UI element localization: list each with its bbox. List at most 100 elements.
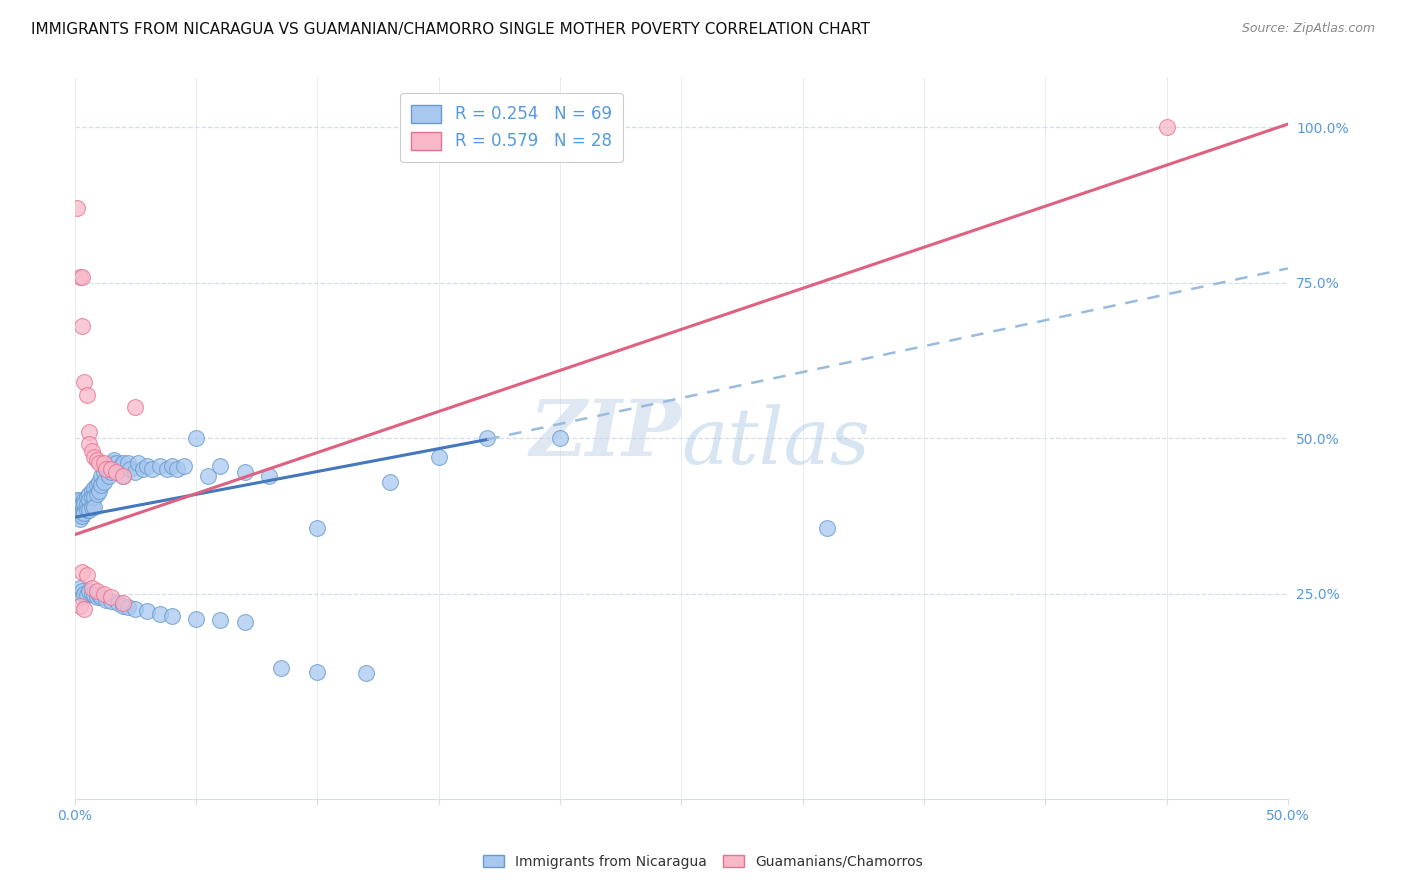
Point [70,269,93,284]
Point [69,512,91,526]
Point [378,475,401,489]
Point [76,497,98,511]
Point [104,456,127,470]
Point [70,497,93,511]
Point [70,583,93,598]
Point [307,665,329,679]
Point [70,565,93,579]
Point [86,590,108,604]
Point [87,475,110,489]
Point [66,497,89,511]
Point [93,587,115,601]
Point [70,319,93,334]
Point [90,590,112,604]
Point [156,462,179,476]
Point [73,587,96,601]
Point [80,443,103,458]
Point [83,481,105,495]
Point [107,462,129,476]
Legend: Immigrants from Nicaragua, Guamanians/Chamorros: Immigrants from Nicaragua, Guamanians/Ch… [478,849,928,874]
Point [184,431,207,445]
Point [87,588,110,602]
Point [184,612,207,626]
Point [76,568,98,582]
Point [77,503,100,517]
Point [233,466,256,480]
Point [73,602,96,616]
Point [76,503,98,517]
Point [141,462,163,476]
Point [83,491,105,505]
Point [66,201,89,215]
Point [548,431,571,445]
Point [66,493,89,508]
Point [96,593,118,607]
Point [815,521,838,535]
Point [83,588,105,602]
Point [86,487,108,501]
Point [83,450,105,464]
Point [76,491,98,505]
Point [117,600,139,615]
Point [96,462,118,476]
Point [270,661,292,675]
Point [112,456,135,470]
Point [197,468,219,483]
Point [110,459,132,474]
Point [124,602,146,616]
Point [80,581,103,595]
Point [86,583,108,598]
Point [96,462,118,476]
Point [100,466,122,480]
Point [100,462,122,476]
Point [70,590,93,604]
Point [112,599,135,614]
Point [69,599,91,614]
Point [73,497,96,511]
Point [117,456,139,470]
Point [70,497,93,511]
Point [69,269,91,284]
Point [69,581,91,595]
Point [80,587,103,601]
Point [76,588,98,602]
Point [112,468,135,483]
Point [100,590,122,604]
Legend: R = 0.254   N = 69, R = 0.579   N = 28: R = 0.254 N = 69, R = 0.579 N = 28 [399,93,623,162]
Point [100,594,122,608]
Point [160,608,183,623]
Point [257,468,280,483]
Point [73,506,96,520]
Point [127,456,149,470]
Point [87,456,110,470]
Point [112,468,135,483]
Point [90,478,112,492]
Point [77,493,100,508]
Point [107,596,129,610]
Point [166,462,188,476]
Point [124,400,146,414]
Point [93,456,115,470]
Point [86,478,108,492]
Point [80,500,103,514]
Point [77,425,100,439]
Text: ZIP: ZIP [530,396,682,473]
Point [173,459,195,474]
Point [149,607,172,621]
Point [307,521,329,535]
Point [97,468,120,483]
Point [100,456,122,470]
Point [73,376,96,390]
Point [90,468,112,483]
Point [160,459,183,474]
Point [131,462,153,476]
Point [77,487,100,501]
Point [83,500,105,514]
Point [120,462,142,476]
Text: IMMIGRANTS FROM NICARAGUA VS GUAMANIAN/CHAMORRO SINGLE MOTHER POVERTY CORRELATIO: IMMIGRANTS FROM NICARAGUA VS GUAMANIAN/C… [31,22,870,37]
Point [80,484,103,499]
Point [354,666,377,681]
Point [136,604,159,618]
Point [149,459,172,474]
Point [77,583,100,598]
